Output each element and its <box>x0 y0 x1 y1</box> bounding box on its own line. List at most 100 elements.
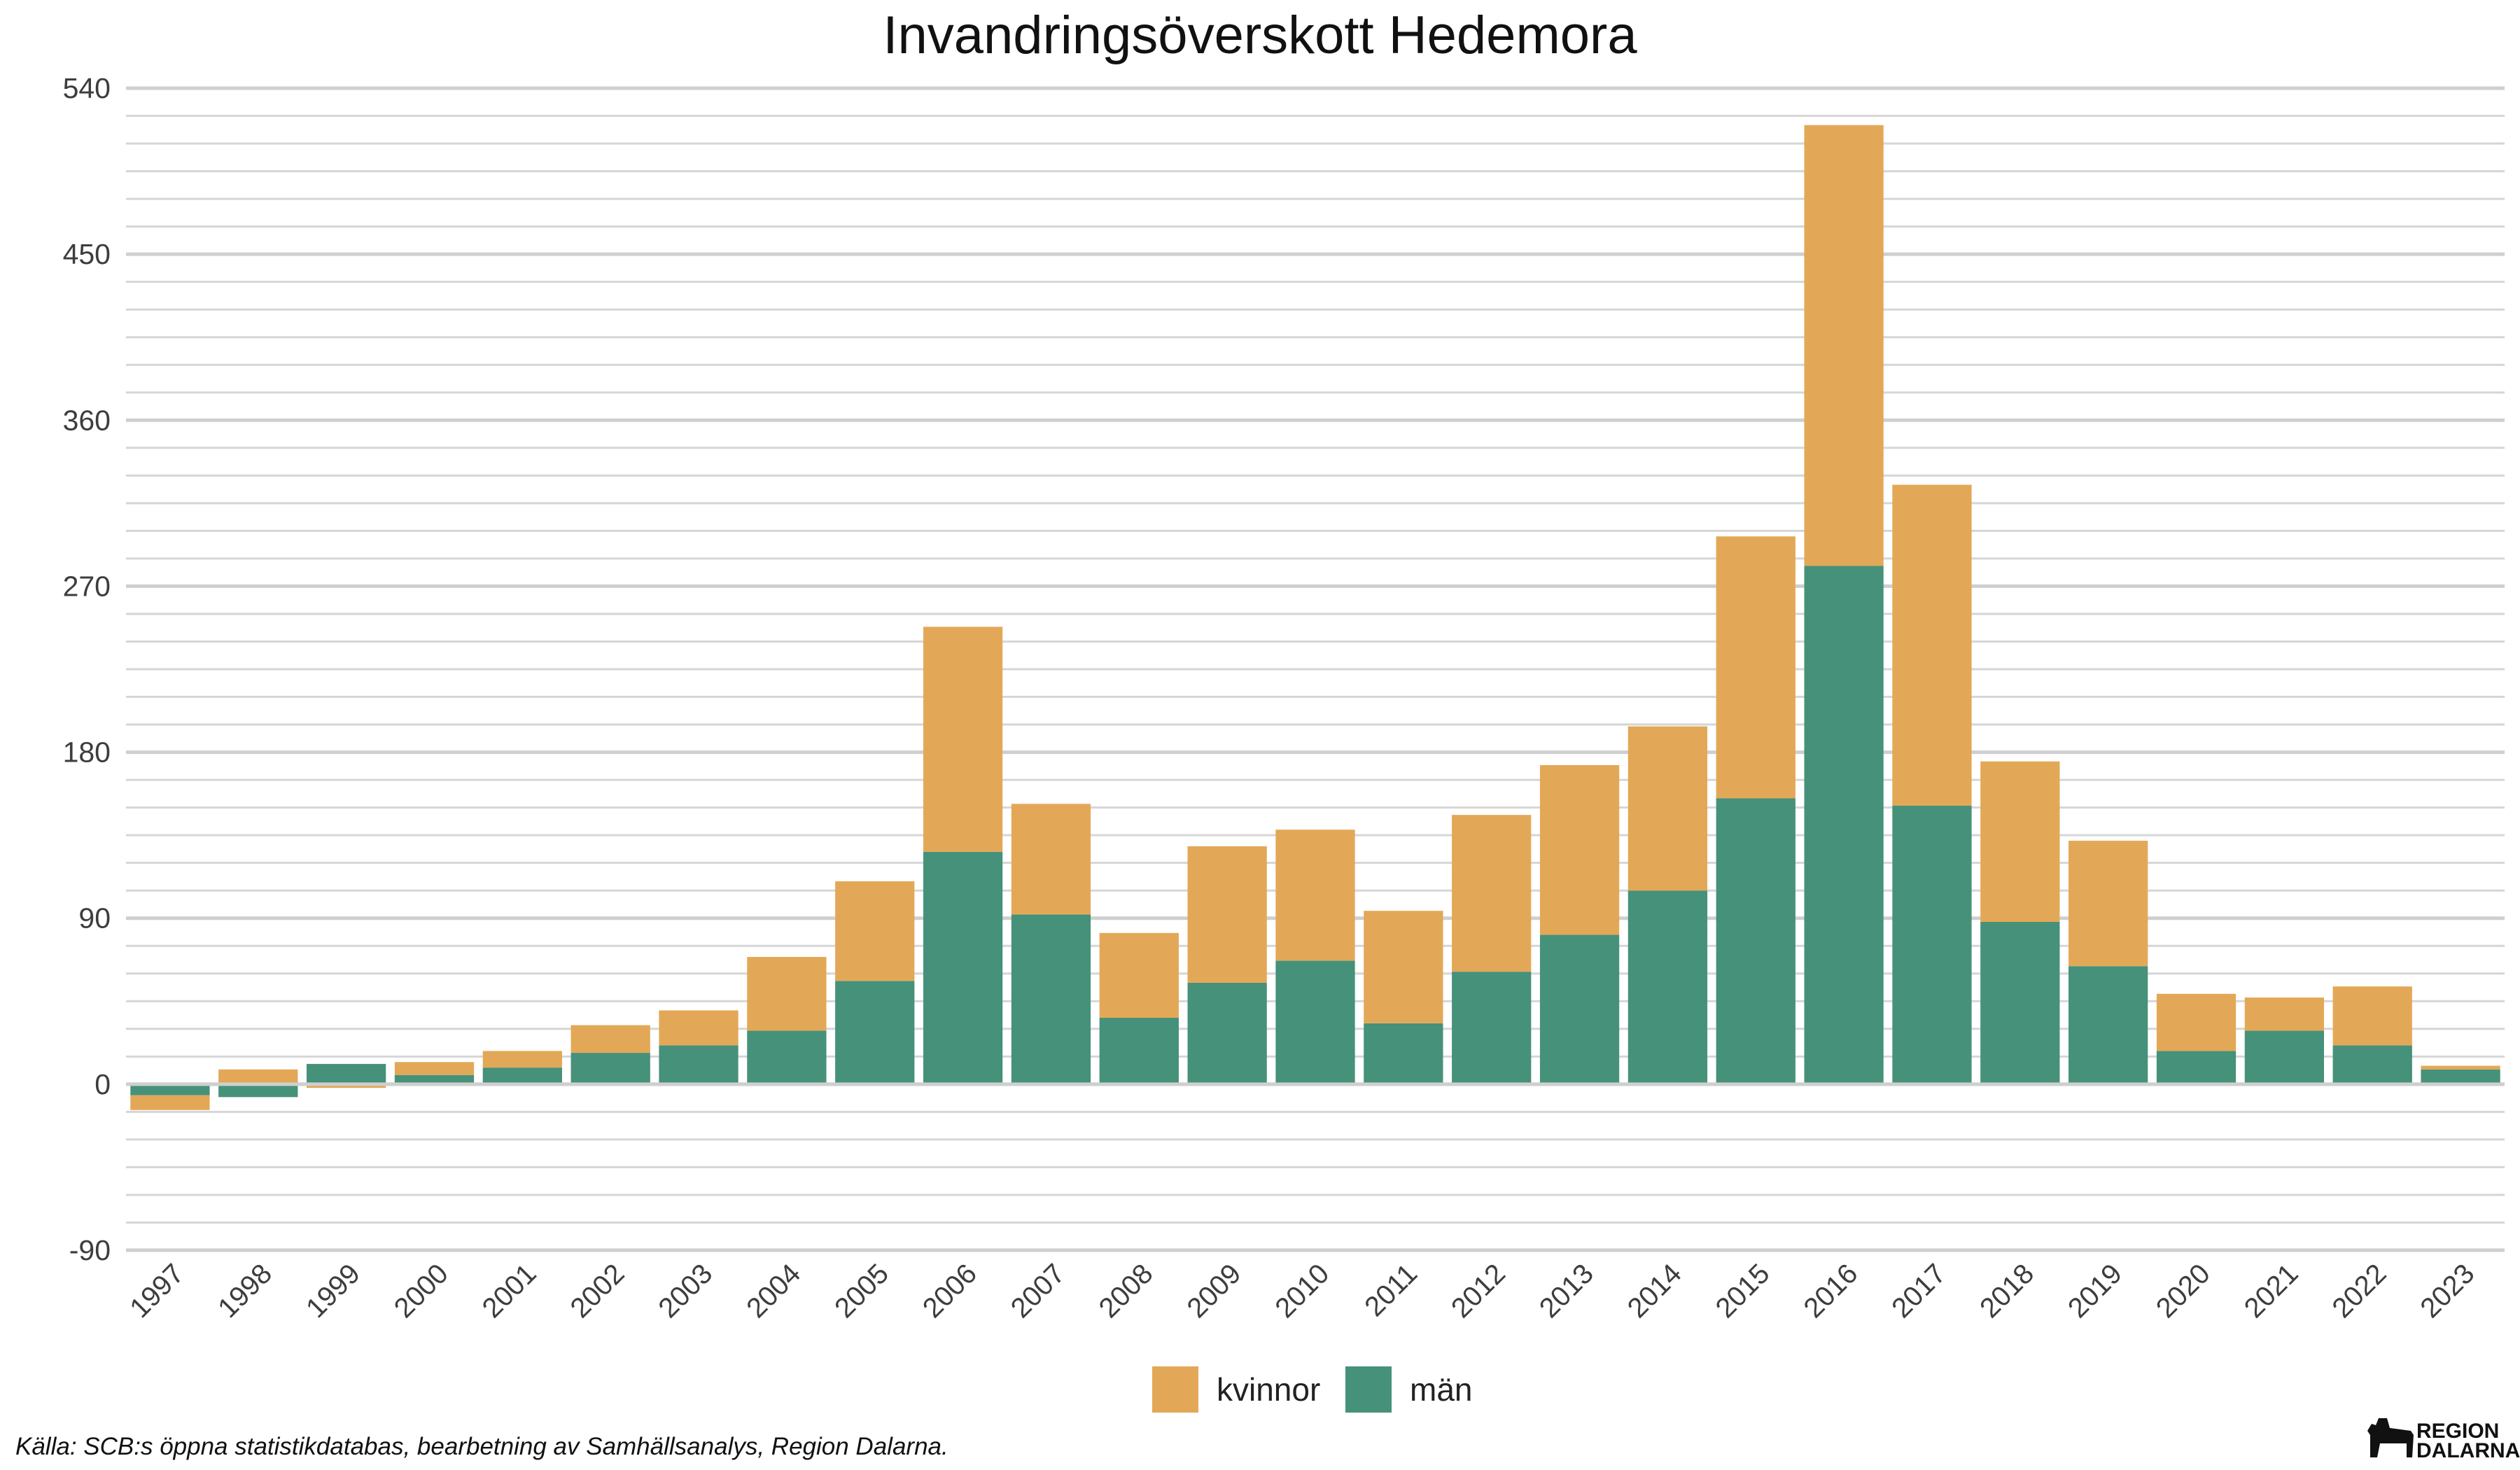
bar-mn-2002 <box>570 1053 650 1084</box>
x-tick-label: 2010 <box>1269 1258 1335 1324</box>
bar-mn-2014 <box>1628 890 1708 1084</box>
bar-mn-2017 <box>1892 805 1972 1084</box>
chart-title: Invandringsöverskott Hedemora <box>883 6 1637 65</box>
logo-line-2: DALARNA <box>2416 1439 2520 1462</box>
y-tick-label: 540 <box>63 72 111 104</box>
legend-swatch-mn <box>1345 1366 1392 1413</box>
x-tick-label: 2023 <box>2414 1258 2480 1324</box>
source-note: Källa: SCB:s öppna statistikdatabas, bea… <box>15 1433 948 1460</box>
x-tick-label: 2002 <box>565 1258 631 1324</box>
bar-kvinnor-2007 <box>1011 804 1091 915</box>
bar-kvinnor-2012 <box>1452 815 1532 972</box>
bar-kvinnor-2004 <box>747 957 827 1031</box>
bar-kvinnor-1999 <box>306 1084 386 1088</box>
x-tick-label: 2000 <box>388 1258 454 1324</box>
dala-horse-icon <box>2367 1418 2414 1457</box>
y-tick-label: -90 <box>69 1234 111 1266</box>
bar-mn-1997 <box>130 1084 210 1096</box>
bar-mn-2006 <box>923 851 1003 1084</box>
bar-mn-2013 <box>1539 934 1620 1084</box>
bar-kvinnor-2005 <box>835 881 915 981</box>
x-tick-label: 1999 <box>300 1258 366 1324</box>
y-tick-label: 0 <box>94 1068 111 1100</box>
x-tick-label: 2015 <box>1710 1258 1776 1324</box>
bar-mn-2023 <box>2421 1069 2500 1084</box>
y-tick-label: 270 <box>63 570 111 602</box>
x-tick-label: 2013 <box>1534 1258 1600 1324</box>
legend-swatch-kvinnor <box>1152 1366 1198 1413</box>
bar-kvinnor-2019 <box>2068 841 2148 967</box>
x-tick-label: 2022 <box>2327 1258 2393 1324</box>
bar-kvinnor-2011 <box>1364 911 1443 1023</box>
y-tick-label: 90 <box>78 902 111 934</box>
bar-mn-2003 <box>659 1045 738 1084</box>
bar-kvinnor-2009 <box>1187 846 1267 983</box>
x-tick-label: 2006 <box>917 1258 983 1324</box>
bar-mn-2020 <box>2156 1051 2236 1084</box>
bar-kvinnor-1998 <box>218 1069 298 1084</box>
bar-kvinnor-2018 <box>1980 761 2060 922</box>
legend-label: kvinnor <box>1217 1371 1320 1408</box>
bar-kvinnor-2017 <box>1892 484 1972 806</box>
y-tick-label: 360 <box>63 404 111 436</box>
bar-mn-2011 <box>1364 1023 1443 1084</box>
x-tick-label: 2004 <box>741 1258 806 1324</box>
bar-mn-2010 <box>1275 960 1355 1084</box>
x-axis-ticks: 1997 1998 1999 2000 2001 2002 2003 2004 2005 2006… <box>124 1258 2480 1324</box>
bar-kvinnor-2003 <box>659 1010 738 1046</box>
bar-kvinnor-2020 <box>2156 993 2236 1051</box>
x-tick-label: 2005 <box>829 1258 895 1324</box>
bar-mn-2005 <box>835 981 915 1084</box>
x-tick-label: 2016 <box>1798 1258 1863 1324</box>
y-tick-label: 450 <box>63 238 111 270</box>
bar-mn-2009 <box>1187 982 1267 1084</box>
region-dalarna-logo: REGION DALARNA <box>2367 1418 2520 1462</box>
bar-kvinnor-2021 <box>2244 997 2325 1031</box>
bar-mn-1999 <box>306 1063 386 1084</box>
bars <box>130 125 2500 1110</box>
y-tick-label: 180 <box>63 736 111 769</box>
bar-kvinnor-2015 <box>1716 536 1795 799</box>
x-tick-label: 2011 <box>1359 1258 1423 1322</box>
bar-kvinnor-2002 <box>570 1025 650 1054</box>
bar-kvinnor-2001 <box>482 1051 562 1068</box>
bar-mn-2015 <box>1716 798 1795 1084</box>
bar-mn-2007 <box>1011 914 1091 1084</box>
bar-mn-2004 <box>747 1030 827 1084</box>
bar-kvinnor-2013 <box>1539 765 1620 935</box>
legend: kvinnor män <box>1152 1366 1472 1413</box>
bar-kvinnor-2006 <box>923 626 1003 852</box>
bar-kvinnor-2016 <box>1804 125 1884 566</box>
bar-mn-1998 <box>218 1084 298 1098</box>
y-axis-ticks: -90 0 90 180 270 360 450 540 <box>63 72 111 1266</box>
x-tick-label: 2021 <box>2239 1258 2304 1324</box>
bar-mn-2016 <box>1804 566 1884 1084</box>
bar-kvinnor-2008 <box>1099 932 1179 1018</box>
logo-line-1: REGION <box>2416 1420 2499 1443</box>
x-tick-label: 2019 <box>2062 1258 2128 1324</box>
x-tick-label: 2017 <box>1886 1258 1952 1324</box>
bar-mn-2018 <box>1980 921 2060 1084</box>
bar-mn-2001 <box>482 1068 562 1084</box>
x-tick-label: 1998 <box>212 1258 278 1324</box>
bar-mn-2000 <box>394 1074 475 1084</box>
bar-mn-2019 <box>2068 966 2148 1084</box>
x-tick-label: 2007 <box>1005 1258 1071 1324</box>
bar-kvinnor-2000 <box>394 1062 475 1075</box>
bar-kvinnor-1997 <box>130 1095 210 1110</box>
x-tick-label: 2014 <box>1622 1258 1688 1324</box>
x-tick-label: 2009 <box>1181 1258 1247 1324</box>
bar-mn-2022 <box>2332 1045 2412 1084</box>
x-tick-label: 2003 <box>652 1258 718 1324</box>
legend-label: män <box>1410 1371 1472 1408</box>
bar-kvinnor-2023 <box>2421 1065 2500 1070</box>
x-tick-label: 1997 <box>124 1258 190 1324</box>
bar-mn-2008 <box>1099 1018 1179 1084</box>
x-tick-label: 2008 <box>1093 1258 1159 1324</box>
bar-mn-2012 <box>1452 972 1532 1084</box>
x-tick-label: 2020 <box>2150 1258 2216 1324</box>
bar-mn-2021 <box>2244 1030 2325 1084</box>
x-tick-label: 2001 <box>477 1258 542 1324</box>
bar-kvinnor-2022 <box>2332 986 2412 1046</box>
